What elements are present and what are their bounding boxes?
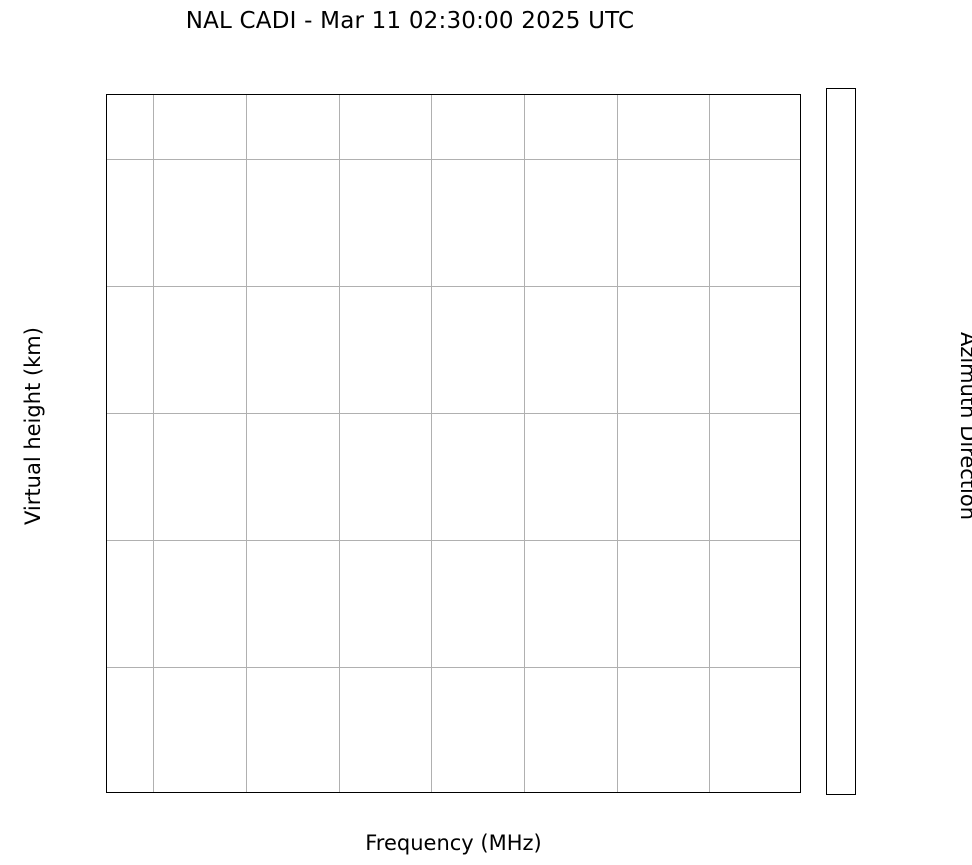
gridline-vertical [431, 95, 433, 792]
gridline-vertical [709, 95, 711, 792]
x-axis-label: Frequency (MHz) [365, 831, 542, 855]
gridline-horizontal [107, 539, 800, 541]
page-title: NAL CADI - Mar 11 02:30:00 2025 UTC [185, 8, 635, 34]
colorbar [826, 88, 856, 795]
colorbar-title: Azimuth Direction [956, 331, 972, 521]
gridline-vertical [153, 95, 155, 792]
plot-area [106, 94, 801, 793]
y-axis-label: Virtual height (km) [21, 327, 45, 525]
gridline-vertical [524, 95, 525, 792]
scatter-layer [107, 95, 800, 792]
gridline-vertical [616, 95, 618, 792]
gridline-horizontal [107, 285, 800, 287]
gridline-vertical [338, 95, 340, 792]
gridline-horizontal [107, 412, 800, 414]
gridline-horizontal [107, 158, 800, 160]
gridline-vertical [246, 95, 247, 792]
gridline-horizontal [107, 666, 800, 668]
